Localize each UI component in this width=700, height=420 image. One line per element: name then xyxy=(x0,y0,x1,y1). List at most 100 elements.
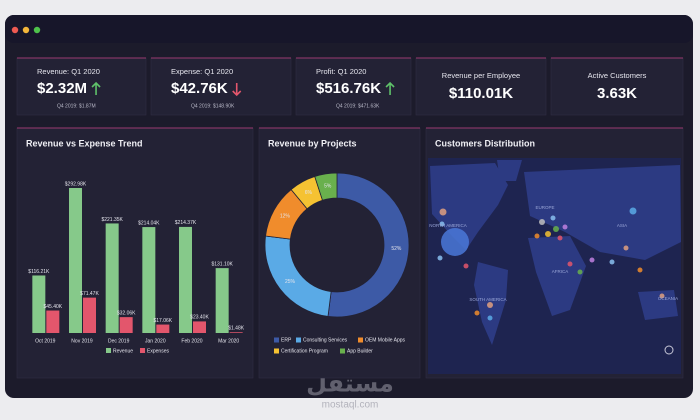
bar xyxy=(215,268,229,333)
slice-label: 6% xyxy=(305,190,313,196)
region-label: NORTH AMERICA xyxy=(429,223,466,228)
customer-bubble xyxy=(550,215,556,221)
bar-value-label: $214.37K xyxy=(175,220,197,226)
kpi-card xyxy=(295,57,412,116)
donut-slice xyxy=(314,172,338,201)
continent xyxy=(497,160,522,181)
trend-arrow xyxy=(91,81,101,95)
region-label: SOUTH AMERICA xyxy=(469,297,506,302)
kpi-comparison: Q4 2019: $148.90K xyxy=(191,103,235,109)
x-tick-label: Jan 2020 xyxy=(145,338,166,344)
customer-bubble xyxy=(659,293,665,299)
x-tick-label: Mar 2020 xyxy=(218,338,239,344)
legend-swatch xyxy=(274,337,279,343)
customer-bubble xyxy=(557,235,563,241)
x-tick-label: Oct 2019 xyxy=(35,338,56,344)
customer-bubble xyxy=(487,302,493,308)
title-bar xyxy=(5,15,693,43)
region-label: EUROPE xyxy=(535,205,554,210)
customer-bubble xyxy=(545,231,551,237)
kpi-card xyxy=(550,57,684,116)
bar-value-label: $116.21K xyxy=(28,269,50,275)
customer-bubble xyxy=(637,267,643,273)
bar-value-label: $17.06K xyxy=(154,318,173,324)
chart-title: Customers Distribution xyxy=(435,138,535,148)
kpi-label: Active Customers xyxy=(588,71,647,80)
bar-value-label: $23.40K xyxy=(190,315,209,321)
x-tick-label: Feb 2020 xyxy=(181,338,202,344)
legend-label: OEM Mobile Apps xyxy=(365,337,406,343)
bar-value-label: $71.47K xyxy=(80,291,99,297)
x-tick-label: Dec 2019 xyxy=(108,338,130,344)
kpi-value: $110.01K xyxy=(449,85,513,102)
bar-value-label: $214.04K xyxy=(138,220,160,226)
bar xyxy=(142,227,156,333)
bar xyxy=(105,223,119,333)
kpi-label: Revenue per Employee xyxy=(442,71,520,80)
trend-arrow xyxy=(385,81,395,95)
continent xyxy=(528,236,586,316)
trend-arrow xyxy=(232,83,242,97)
kpi-comparison: Q4 2019: $471.63K xyxy=(336,103,380,109)
panel xyxy=(16,127,254,379)
legend-label: App Builder xyxy=(347,348,373,354)
minimize-button[interactable] xyxy=(22,26,30,34)
bar xyxy=(32,275,46,333)
customer-bubble xyxy=(623,245,629,251)
bar xyxy=(83,297,96,333)
continent xyxy=(430,163,508,250)
map-globe-button[interactable] xyxy=(664,345,674,355)
customer-bubble xyxy=(437,255,443,261)
kpi-value: $42.76K xyxy=(171,80,228,97)
bar xyxy=(179,226,192,333)
legend-swatch xyxy=(340,348,345,354)
customer-bubble xyxy=(567,261,573,267)
region-label: AFRICA xyxy=(552,269,569,274)
legend-swatch xyxy=(274,348,279,354)
legend-swatch xyxy=(140,348,146,353)
bar-value-label: $32.06K xyxy=(117,310,136,316)
bar xyxy=(46,310,60,333)
legend-label: Revenue xyxy=(113,348,133,354)
customer-bubble xyxy=(534,233,540,239)
kpi-label: Revenue: Q1 2020 xyxy=(37,67,100,76)
maximize-button[interactable] xyxy=(33,26,41,34)
customer-bubble xyxy=(439,221,445,227)
bar xyxy=(156,324,170,333)
customer-bubble xyxy=(474,310,480,316)
customer-bubble xyxy=(553,226,559,232)
bar xyxy=(229,332,243,333)
legend-swatch xyxy=(358,337,363,343)
close-button[interactable] xyxy=(11,26,19,34)
bar xyxy=(119,317,133,333)
kpi-value: 3.63K xyxy=(597,85,637,102)
slice-label: 12% xyxy=(280,214,291,220)
customer-bubble xyxy=(609,259,615,265)
bar-value-label: $1.48K xyxy=(228,326,245,332)
slice-label: 25% xyxy=(285,279,296,285)
legend-label: Consulting Services xyxy=(303,337,348,343)
chart-title: Revenue by Projects xyxy=(268,138,357,148)
customer-bubble xyxy=(441,228,469,256)
customer-bubble xyxy=(629,207,637,215)
bar xyxy=(69,188,82,333)
x-tick-label: Nov 2019 xyxy=(71,338,93,344)
continent xyxy=(638,290,678,320)
kpi-label: Expense: Q1 2020 xyxy=(171,67,233,76)
kpi-value: $516.76K xyxy=(316,80,381,97)
chart-title: Revenue vs Expense Trend xyxy=(26,138,143,148)
customer-bubble xyxy=(589,257,595,263)
bar-value-label: $292.98K xyxy=(65,181,87,187)
customer-bubble xyxy=(463,263,469,269)
bar-value-label: $45.40K xyxy=(44,304,63,310)
continent xyxy=(524,165,681,260)
watermark-url: mostaql.com xyxy=(322,400,379,411)
kpi-card xyxy=(16,57,147,116)
legend-label: Certification Program xyxy=(281,348,328,354)
customer-bubble xyxy=(539,219,545,225)
kpi-comparison: Q4 2019: $1.87M xyxy=(57,103,96,109)
legend-label: Expenses xyxy=(147,348,169,354)
kpi-label: Profit: Q1 2020 xyxy=(316,67,366,76)
slice-label: 52% xyxy=(391,246,402,252)
